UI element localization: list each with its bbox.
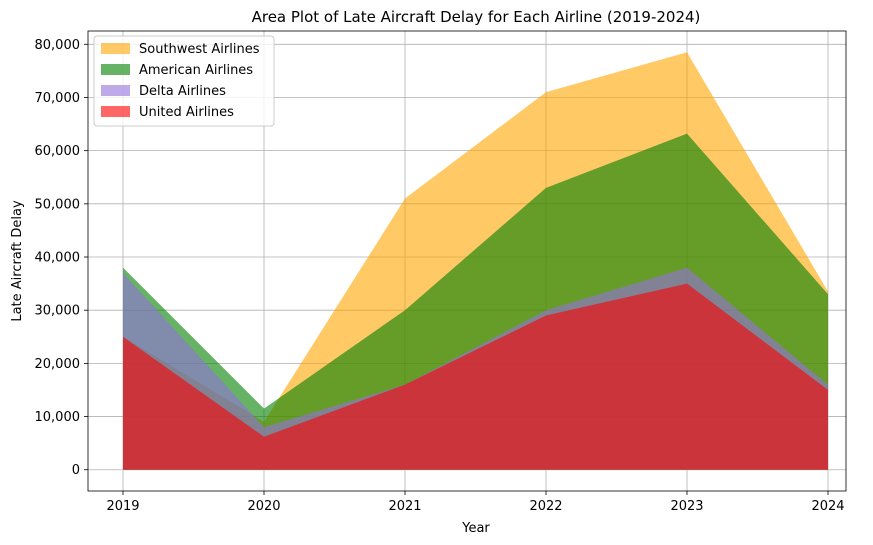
area-series	[123, 52, 828, 470]
y-tick-label: 60,000	[35, 144, 81, 159]
x-tick-label: 2019	[106, 499, 139, 514]
x-axis-label: Year	[461, 521, 490, 536]
legend: Southwest Airlines American Airlines Delta…	[93, 35, 275, 127]
y-axis: 0 10,000 20,000 30,000 40,000 50,000 60,000 70,…	[35, 38, 88, 478]
x-tick-label: 2023	[670, 499, 703, 514]
y-tick-label: 30,000	[35, 304, 81, 319]
x-tick-label: 2024	[811, 499, 844, 514]
y-tick-label: 50,000	[35, 197, 81, 212]
legend-swatch	[101, 106, 130, 117]
legend-label: Southwest Airlines	[139, 42, 260, 57]
x-axis: 2019 2020 2021 2022 2023 2024	[106, 491, 845, 514]
legend-label: United Airlines	[139, 105, 234, 120]
x-tick-label: 2022	[529, 499, 562, 514]
legend-label: Delta Airlines	[139, 84, 226, 99]
chart-title: Area Plot of Late Aircraft Delay for Eac…	[252, 8, 701, 26]
y-tick-label: 0	[72, 463, 80, 478]
y-tick-label: 70,000	[35, 91, 81, 106]
y-tick-label: 80,000	[35, 38, 81, 53]
y-tick-label: 20,000	[35, 357, 81, 372]
y-axis-label: Late Aircraft Delay	[10, 200, 25, 322]
plot-frame	[87, 30, 847, 492]
y-tick-label: 40,000	[35, 251, 81, 266]
y-tick-label: 10,000	[35, 410, 81, 425]
area-united-airlines	[123, 283, 828, 470]
legend-swatch	[101, 64, 130, 75]
x-tick-label: 2020	[247, 499, 280, 514]
legend-box	[93, 35, 275, 127]
legend-swatch	[101, 85, 130, 96]
x-tick-label: 2021	[388, 499, 421, 514]
legend-label: American Airlines	[139, 63, 253, 78]
legend-swatch	[101, 43, 130, 54]
